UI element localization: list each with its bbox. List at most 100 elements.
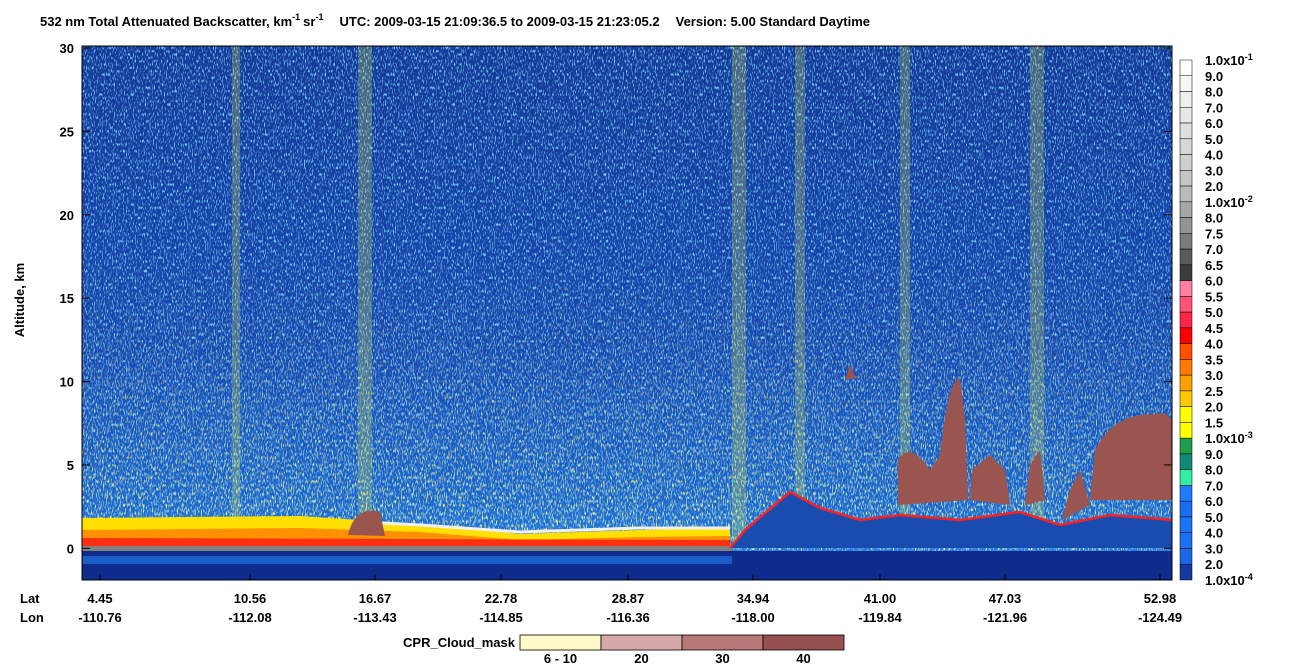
colorbar-box xyxy=(1179,154,1193,171)
colorbar-label: 5.0 xyxy=(1205,510,1223,525)
colorbar-label: 6.0 xyxy=(1205,274,1223,289)
colorbar-label: 8.0 xyxy=(1205,85,1223,100)
cloud-mask-label: 20 xyxy=(634,651,648,666)
colorbar-label-base: 2.5 xyxy=(1205,384,1223,399)
colorbar-label: 7.5 xyxy=(1205,226,1223,241)
colorbar-label: 1.0x10-2 xyxy=(1205,194,1253,210)
colorbar-box xyxy=(1179,59,1193,77)
plot-frame xyxy=(81,45,1173,581)
colorbar-box xyxy=(1179,91,1193,108)
colorbar-label: 5.0 xyxy=(1205,132,1223,147)
cloud-mask-box xyxy=(519,634,602,651)
colorbar-label: 1.0x10-4 xyxy=(1205,572,1253,588)
cloud-mask-box xyxy=(681,634,764,651)
colorbar-label-base: 4.0 xyxy=(1205,526,1223,541)
x-tick-label: 28.87 xyxy=(612,591,645,606)
colorbar-label: 5.5 xyxy=(1205,289,1223,304)
colorbar-box xyxy=(1179,185,1193,203)
colorbar-label-base: 4.0 xyxy=(1205,337,1223,352)
x-tick-label: -110.76 xyxy=(78,610,121,625)
colorbar-label: 3.0 xyxy=(1205,368,1223,383)
colorbar-label: 3.5 xyxy=(1205,352,1223,367)
colorbar-label-base: 5.0 xyxy=(1205,510,1223,525)
colorbar-label: 1.0x10-3 xyxy=(1205,430,1253,446)
colorbar-label-base: 8.0 xyxy=(1205,463,1223,478)
colorbar-label: 9.0 xyxy=(1205,447,1223,462)
y-tick-label: 25 xyxy=(60,124,74,139)
colorbar-label-base: 1.5 xyxy=(1205,415,1223,430)
colorbar-label-base: 8.0 xyxy=(1205,211,1223,226)
colorbar-label: 6.5 xyxy=(1205,258,1223,273)
cloud-mask-label: 30 xyxy=(715,651,729,666)
colorbar-label-base: 7.0 xyxy=(1205,100,1223,115)
colorbar-label-base: 9.0 xyxy=(1205,69,1223,84)
colorbar-label: 4.5 xyxy=(1205,321,1223,336)
colorbar-label-base: 1.0x10 xyxy=(1205,195,1245,210)
colorbar-label: 6.0 xyxy=(1205,494,1223,509)
x-tick-label: -119.84 xyxy=(858,610,902,625)
colorbar-label-base: 7.0 xyxy=(1205,478,1223,493)
x-tick-label: 34.94 xyxy=(737,591,770,606)
colorbar-label-base: 1.0x10 xyxy=(1205,53,1245,68)
colorbar-label: 6.0 xyxy=(1205,116,1223,131)
colorbar-label-base: 6.5 xyxy=(1205,258,1223,273)
colorbar-label: 3.0 xyxy=(1205,541,1223,556)
colorbar-box xyxy=(1179,138,1193,155)
y-tick-label: 15 xyxy=(60,291,74,306)
colorbar-box xyxy=(1179,485,1193,502)
x-tick-label: 41.00 xyxy=(864,591,897,606)
colorbar-box xyxy=(1179,248,1193,266)
colorbar-box xyxy=(1179,469,1193,486)
colorbar-label: 4.0 xyxy=(1205,337,1223,352)
x-tick-label: 16.67 xyxy=(359,591,392,606)
colorbar-label-base: 5.5 xyxy=(1205,289,1223,304)
colorbar-box xyxy=(1179,516,1193,533)
x-tick-label: 52.98 xyxy=(1144,591,1177,606)
colorbar-label-base: 4.0 xyxy=(1205,148,1223,163)
colorbar-label: 8.0 xyxy=(1205,211,1223,226)
colorbar-box xyxy=(1179,296,1193,313)
colorbar-box xyxy=(1179,327,1193,344)
colorbar-box xyxy=(1179,217,1193,234)
colorbar-label: 7.0 xyxy=(1205,242,1223,257)
cloud-mask-label: 40 xyxy=(796,651,810,666)
colorbar-box xyxy=(1179,500,1193,518)
y-tick-label: 30 xyxy=(60,41,74,56)
colorbar-label-base: 6.0 xyxy=(1205,274,1223,289)
colorbar-label-base: 3.0 xyxy=(1205,163,1223,178)
colorbar-label-base: 5.0 xyxy=(1205,305,1223,320)
colorbar-label-base: 7.0 xyxy=(1205,242,1223,257)
colorbar-box xyxy=(1179,122,1193,140)
colorbar-label: 4.0 xyxy=(1205,148,1223,163)
x-tick-label: 4.45 xyxy=(87,591,112,606)
colorbar-label-base: 6.0 xyxy=(1205,116,1223,131)
x-tick-label: -118.00 xyxy=(731,610,774,625)
x-tick-label: 47.03 xyxy=(989,591,1022,606)
colorbar-label: 1.5 xyxy=(1205,415,1223,430)
colorbar-label: 4.0 xyxy=(1205,526,1223,541)
colorbar-label-base: 1.0x10 xyxy=(1205,573,1245,588)
colorbar-box xyxy=(1179,75,1193,92)
colorbar-label-base: 9.0 xyxy=(1205,447,1223,462)
colorbar-box xyxy=(1179,264,1193,281)
colorbar-label-base: 2.0 xyxy=(1205,400,1223,415)
curtain-image xyxy=(82,46,1172,580)
row-label: Lon xyxy=(20,610,44,625)
colorbar-label-exp: -2 xyxy=(1245,194,1253,204)
colorbar-label-base: 2.0 xyxy=(1205,179,1223,194)
colorbar-label: 3.0 xyxy=(1205,163,1223,178)
chart-title: 532 nm Total Attenuated Backscatter, km-… xyxy=(40,12,870,29)
colorbar-box xyxy=(1179,201,1193,218)
colorbar-box xyxy=(1179,548,1193,565)
colorbar-box xyxy=(1179,359,1193,376)
cloud-mask-title: CPR_Cloud_mask xyxy=(403,635,516,650)
colorbar-label: 5.0 xyxy=(1205,305,1223,320)
y-axis-label: Altitude, km xyxy=(12,263,27,337)
colorbar-label-base: 2.0 xyxy=(1205,557,1223,572)
colorbar-label: 7.0 xyxy=(1205,478,1223,493)
y-tick-label: 0 xyxy=(67,541,74,556)
colorbar-label: 7.0 xyxy=(1205,100,1223,115)
colorbar-label-base: 8.0 xyxy=(1205,85,1223,100)
colorbar-box xyxy=(1179,422,1193,439)
colorbar-label-base: 3.0 xyxy=(1205,541,1223,556)
